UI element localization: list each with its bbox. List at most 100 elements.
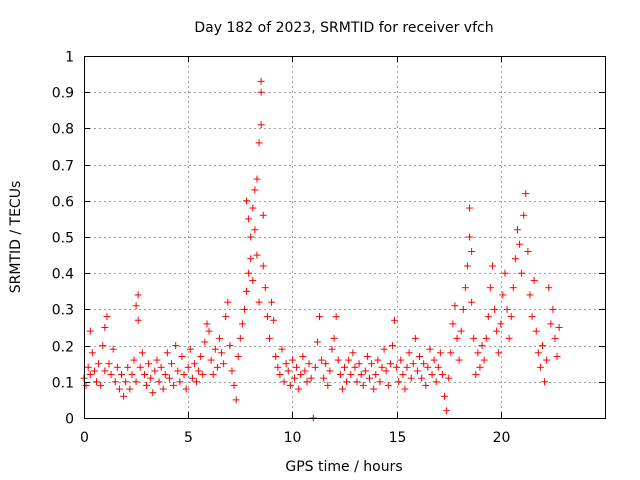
data-point	[163, 349, 171, 357]
data-point	[357, 371, 365, 379]
data-point	[228, 367, 236, 375]
chart-title: Day 182 of 2023, SRMTID for receiver vfc…	[194, 20, 493, 36]
data-point	[353, 378, 361, 386]
data-point	[203, 320, 211, 328]
data-points	[80, 77, 563, 422]
data-point	[434, 363, 442, 371]
data-point	[222, 313, 230, 321]
data-point	[466, 233, 474, 241]
data-point	[247, 255, 255, 263]
data-point	[128, 371, 136, 379]
data-point	[482, 334, 490, 342]
data-point	[491, 305, 499, 313]
data-point	[420, 360, 428, 368]
data-point	[447, 349, 455, 357]
data-point	[338, 385, 346, 393]
data-point	[205, 327, 213, 335]
data-point	[303, 378, 311, 386]
data-point	[113, 363, 121, 371]
data-point	[318, 356, 326, 364]
data-point	[86, 371, 94, 379]
data-point	[280, 378, 288, 386]
y-tick-label: 0	[65, 412, 74, 428]
data-point	[124, 363, 132, 371]
data-point	[311, 363, 319, 371]
y-tick-label: 0.5	[52, 231, 74, 247]
data-point	[226, 342, 234, 350]
data-point	[122, 378, 130, 386]
data-point	[493, 327, 501, 335]
data-point	[395, 378, 403, 386]
data-point	[513, 226, 521, 234]
data-point	[307, 374, 315, 382]
data-point	[274, 363, 282, 371]
data-point	[451, 302, 459, 310]
x-tick-label: 10	[284, 430, 302, 446]
data-point	[418, 374, 426, 382]
data-point	[215, 334, 223, 342]
data-point	[101, 367, 109, 375]
data-point	[445, 374, 453, 382]
data-point	[207, 356, 215, 364]
data-point	[422, 381, 430, 389]
data-point	[130, 356, 138, 364]
data-point	[478, 342, 486, 350]
data-point	[528, 313, 536, 321]
y-tick-label: 0.9	[52, 86, 74, 102]
data-point	[332, 313, 340, 321]
data-point	[543, 356, 551, 364]
data-point	[213, 363, 221, 371]
data-point	[86, 327, 94, 335]
data-point	[416, 352, 424, 360]
data-point	[97, 381, 105, 389]
data-point	[347, 371, 355, 379]
data-point	[186, 345, 194, 353]
data-point	[132, 302, 140, 310]
data-point	[322, 360, 330, 368]
data-point	[161, 371, 169, 379]
data-point	[261, 284, 269, 292]
data-point	[88, 349, 96, 357]
data-point	[536, 363, 544, 371]
data-point	[351, 363, 359, 371]
data-point	[405, 349, 413, 357]
data-point	[468, 247, 476, 255]
data-point	[120, 392, 128, 400]
data-point	[334, 356, 342, 364]
data-point	[238, 320, 246, 328]
y-tick-label: 0.8	[52, 122, 74, 138]
data-point	[374, 356, 382, 364]
data-point	[257, 88, 265, 96]
data-point	[220, 360, 228, 368]
data-point	[168, 360, 176, 368]
data-point	[549, 305, 557, 313]
data-point	[313, 338, 321, 346]
data-point	[449, 320, 457, 328]
y-tick-label: 0.7	[52, 159, 74, 175]
data-point	[140, 371, 148, 379]
data-point	[370, 385, 378, 393]
data-point	[224, 298, 232, 306]
data-point	[505, 334, 513, 342]
data-point	[134, 291, 142, 299]
data-point	[295, 385, 303, 393]
data-point	[534, 349, 542, 357]
data-point	[361, 367, 369, 375]
data-point	[484, 313, 492, 321]
data-point	[509, 284, 517, 292]
data-point	[132, 378, 140, 386]
y-tick-label: 1	[65, 50, 74, 66]
data-point	[345, 356, 353, 364]
data-point	[263, 313, 271, 321]
data-point	[518, 269, 526, 277]
x-axis-label: GPS time / hours	[285, 459, 402, 475]
data-point	[257, 121, 265, 129]
data-point	[424, 363, 432, 371]
data-point	[184, 363, 192, 371]
data-point	[188, 374, 196, 382]
data-point	[486, 284, 494, 292]
data-point	[249, 204, 257, 212]
data-point	[230, 381, 238, 389]
x-tick-label: 5	[184, 430, 193, 446]
